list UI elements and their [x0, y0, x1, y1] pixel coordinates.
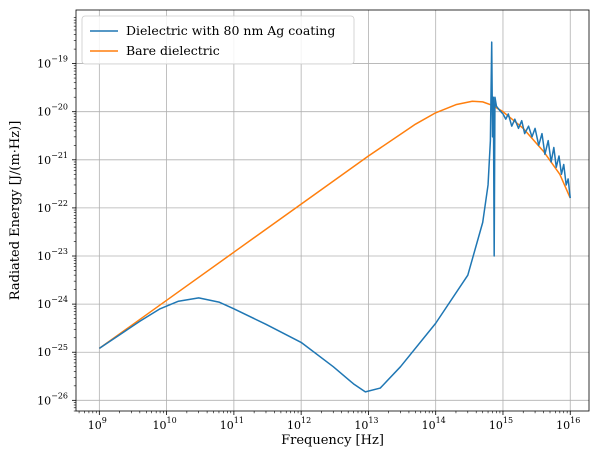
plot-series	[98, 41, 571, 393]
legend-label-0: Dielectric with 80 nm Ag coating	[126, 23, 335, 38]
y-tick-label: 10−21	[37, 151, 68, 167]
y-tick-label: 10−22	[37, 199, 68, 215]
y-tick-label: 10−26	[37, 391, 68, 407]
x-tick-label: 1012	[287, 416, 311, 432]
x-tick-label: 1011	[220, 416, 244, 432]
y-tick-label: 10−24	[37, 295, 68, 311]
y-axis-label: Radiated Energy [J/(m·Hz)]	[8, 121, 23, 301]
x-tick-label: 1010	[153, 416, 177, 432]
y-tick-label: 10−20	[37, 103, 68, 119]
legend: Dielectric with 80 nm Ag coating Bare die…	[81, 15, 355, 65]
x-axis-label: Frequency [Hz]	[281, 433, 384, 448]
y-tick-label: 10−25	[37, 343, 68, 359]
x-tick-label: 109	[88, 416, 107, 432]
series-line-1	[98, 100, 571, 350]
axis-ticks: 109 1010 1011 1012 1013 1014 1015 1016 10−26 10−2…	[37, 17, 580, 432]
legend-label-1: Bare dielectric	[126, 43, 220, 58]
series-line-0	[98, 41, 571, 393]
y-tick-label: 10−19	[37, 55, 68, 71]
plot-frame	[75, 9, 590, 412]
x-tick-label: 1015	[489, 416, 513, 432]
x-tick-label: 1014	[422, 416, 446, 432]
x-tick-label: 1016	[556, 416, 580, 432]
x-tick-label: 1013	[354, 416, 378, 432]
y-tick-label: 10−23	[37, 247, 68, 263]
legend-box	[81, 15, 355, 65]
